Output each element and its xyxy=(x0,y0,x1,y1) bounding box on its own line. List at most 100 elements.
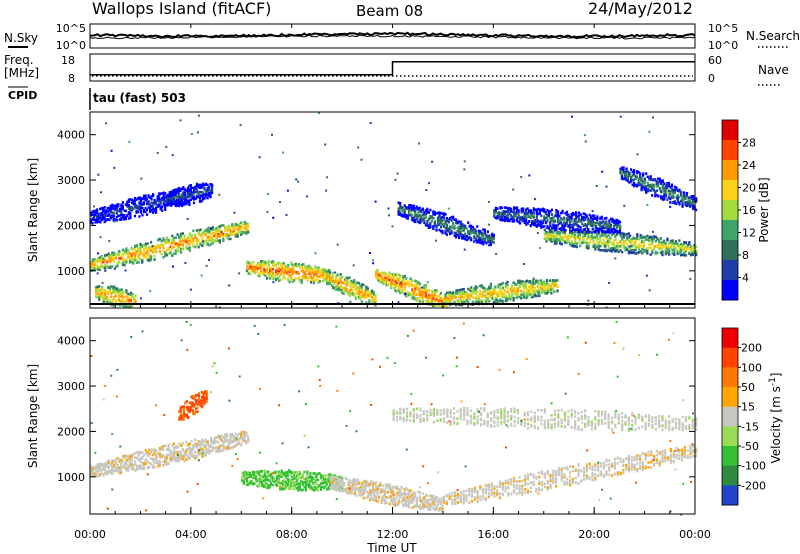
echo-cell xyxy=(91,210,94,214)
echo-cell xyxy=(415,286,418,289)
echo-cell xyxy=(594,222,597,225)
echo-cell xyxy=(684,201,687,205)
echo-cell xyxy=(648,188,651,192)
echo-cell xyxy=(215,236,218,240)
echo-cell xyxy=(477,233,480,236)
echo-cell xyxy=(547,210,550,213)
echo-cell xyxy=(421,213,424,217)
echo-cell xyxy=(552,218,555,222)
echo-cell xyxy=(480,284,483,287)
echo-cell xyxy=(142,196,146,199)
echo-cell xyxy=(622,239,625,243)
echo-cell xyxy=(690,202,693,205)
echo-cell xyxy=(609,247,612,250)
echo-cell xyxy=(208,239,211,242)
echo-cell xyxy=(424,299,427,303)
echo-cell xyxy=(417,207,420,210)
cpid-value: tau (fast) 503 xyxy=(93,91,186,105)
echo-cell xyxy=(396,290,399,293)
echo-cell xyxy=(602,244,605,247)
echo-cell xyxy=(687,201,690,205)
echo-cell xyxy=(690,245,693,249)
echo-cell xyxy=(605,241,609,244)
echo-cell xyxy=(341,288,344,292)
echo-cell xyxy=(675,195,678,199)
echo-cell xyxy=(669,240,672,244)
echo-cell xyxy=(132,247,135,251)
echo-cell xyxy=(461,289,464,293)
echo-cell xyxy=(534,219,537,223)
echo-cell xyxy=(336,281,339,285)
echo-cell xyxy=(118,260,121,264)
echo-cell xyxy=(465,227,468,230)
echo-cell xyxy=(155,208,158,212)
echo-cell xyxy=(188,242,191,246)
echo-cell xyxy=(522,217,525,220)
echo-cell xyxy=(110,292,113,295)
echo-cell xyxy=(458,225,461,229)
echo-cell xyxy=(471,300,474,304)
echo-cell xyxy=(115,205,118,209)
echo-cell xyxy=(218,235,221,238)
echo-cell xyxy=(511,286,514,290)
echo-cell xyxy=(142,244,146,247)
echo-cell xyxy=(506,283,509,287)
echo-cell xyxy=(264,270,267,273)
echo-cell xyxy=(439,211,443,215)
echo-cell xyxy=(105,290,108,293)
echo-cell xyxy=(278,275,281,278)
echo-cell xyxy=(130,208,133,212)
echo-cell xyxy=(421,301,424,305)
echo-cell xyxy=(345,276,348,279)
echo-cell xyxy=(112,211,115,215)
echo-cell xyxy=(160,252,163,256)
echo-cell xyxy=(653,237,656,241)
echo-cell xyxy=(182,187,185,190)
echo-cell xyxy=(294,271,297,275)
echo-cell xyxy=(411,218,414,222)
echo-cell xyxy=(667,184,670,187)
echo-cell xyxy=(562,228,566,231)
echo-cell xyxy=(653,247,656,251)
echo-cell xyxy=(172,236,176,240)
echo-cell xyxy=(575,223,578,226)
echo-cell xyxy=(194,233,197,237)
echo-cell xyxy=(512,297,515,300)
echo-cell xyxy=(619,249,622,252)
echo-cell xyxy=(491,235,494,238)
echo-cell xyxy=(267,262,270,266)
echo-cell xyxy=(681,197,684,201)
echo-cell xyxy=(464,300,467,304)
echo-cell xyxy=(329,271,332,274)
echo-cell xyxy=(548,289,551,292)
echo-cell xyxy=(541,225,544,229)
echo-cell xyxy=(146,242,149,245)
echo-cell xyxy=(314,269,317,273)
echo-cell xyxy=(516,216,519,219)
echo-cell xyxy=(499,218,502,221)
echo-cell xyxy=(112,219,115,222)
echo-cell xyxy=(548,284,551,288)
echo-cell xyxy=(93,268,96,272)
echo-cell xyxy=(579,226,582,229)
echo-cell xyxy=(199,228,202,232)
echo-cell xyxy=(273,264,276,267)
echo-cell xyxy=(335,280,338,283)
echo-cell xyxy=(351,292,354,296)
echo-cell xyxy=(186,195,189,199)
echo-cell xyxy=(162,203,165,207)
echo-cell xyxy=(176,233,179,236)
echo-cell xyxy=(149,204,152,208)
echo-cell xyxy=(578,217,581,221)
echo-cell xyxy=(202,241,206,245)
echo-cell xyxy=(550,288,553,291)
echo-cell xyxy=(627,245,630,249)
echo-cell xyxy=(278,269,281,273)
echo-cell xyxy=(515,290,518,293)
echo-cell xyxy=(578,230,581,233)
echo-cell xyxy=(614,221,617,225)
echo-cell xyxy=(450,299,453,302)
echo-cell xyxy=(625,172,628,176)
echo-cell xyxy=(174,252,177,255)
echo-cell xyxy=(532,286,535,290)
